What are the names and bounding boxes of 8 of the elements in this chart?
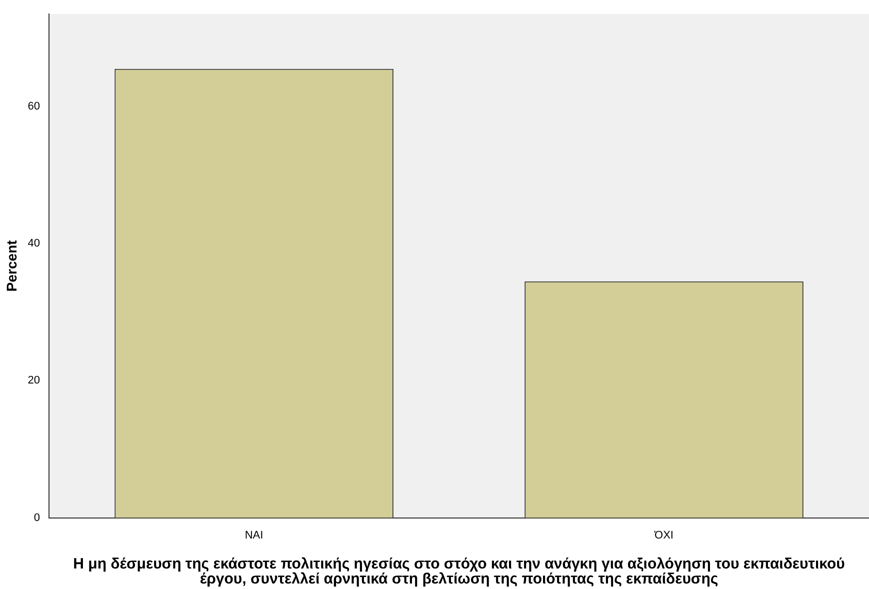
x-axis-title: Η μη δέσμευση της εκάστοτε πολιτικής ηγεσίας στο στόχο και την ανάγκη για αξιολόγηση του εκπαιδευτικού έργου, συντελλεί αρνητικά στη βελτίωση της ποιότητας της εκπαίδευσης: [73, 556, 846, 588]
y-tick-label: 20: [28, 374, 40, 387]
x-tick-label: ΌΧΙ: [654, 529, 674, 542]
y-axis-title: Percent: [3, 240, 20, 292]
y-tick-label: 40: [28, 238, 40, 250]
x-tick-label: ΝΑΙ: [244, 529, 264, 542]
y-tick-label: 0: [34, 512, 40, 524]
y-tick-label: 60: [28, 100, 40, 113]
